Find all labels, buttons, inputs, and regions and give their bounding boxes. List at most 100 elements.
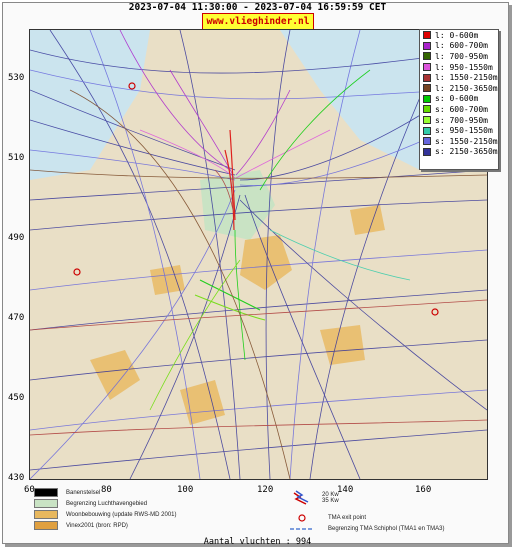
legend-entry: l: 0-600m (420, 30, 498, 41)
map-key-airport-area: Begrenzing Luchthavengebied (34, 499, 147, 508)
y-tick-label: 490 (8, 233, 25, 243)
map-key-tma-boundary: Begrenzing TMA Schiphol (TMA1 en TMA3) (290, 526, 445, 532)
legend-swatch (423, 84, 431, 93)
legend-label: s: 2150-3650m (435, 147, 498, 157)
flight-track (214, 169, 234, 211)
flight-track (69, 89, 291, 479)
map-key-label: Woonbebouwing (update RWS-MD 2001) (66, 511, 177, 518)
flight-track (30, 389, 487, 431)
legend-swatch (423, 116, 431, 125)
map-key-label: TMA exit point (328, 515, 367, 521)
tma-exit-point (73, 268, 81, 276)
flight-track (169, 69, 234, 176)
flight-track (259, 69, 371, 191)
legend-entry: s: 950-1550m (420, 125, 498, 136)
legend-swatch (423, 52, 431, 61)
legend-entry: l: 950-1550m (420, 62, 498, 73)
x-tick-label: 120 (257, 485, 274, 495)
tma-boundary-icon (290, 528, 314, 530)
x-tick-label: 80 (101, 485, 112, 495)
y-tick-label: 530 (8, 73, 25, 83)
vinex-swatch (34, 521, 58, 530)
map-key-runway: Banenstelsel (34, 488, 100, 497)
flight-track (224, 149, 235, 231)
legend-swatch (423, 41, 431, 50)
map-key-housing: Woonbebouwing (update RWS-MD 2001) (34, 510, 177, 519)
legend-swatch (423, 63, 431, 72)
wind-20-label: 20 Kw (322, 492, 339, 498)
x-tick-label: 60 (24, 485, 35, 495)
y-tick-label: 510 (8, 153, 25, 163)
legend-entry: l: 1550-2150m (420, 72, 498, 83)
urban-area (240, 235, 292, 290)
flight-track (199, 279, 261, 311)
y-tick-label: 450 (8, 393, 25, 403)
legend-swatch (423, 73, 431, 82)
tma-exit-point (431, 308, 439, 316)
y-tick-label: 430 (8, 473, 25, 483)
legend-entry: s: 0-600m (420, 94, 498, 105)
legend-entry: l: 600-700m (420, 41, 498, 52)
flight-track (30, 289, 487, 331)
flight-track (289, 30, 361, 479)
flight-track (229, 129, 236, 221)
tma-exit-point (128, 82, 136, 90)
flight-track (129, 194, 241, 479)
flight-track (30, 149, 236, 181)
wind-icon (293, 490, 309, 505)
legend-label: l: 700-950m (435, 51, 488, 61)
legend-label: s: 700-950m (435, 115, 488, 125)
flight-count: Aantal vluchten : 994 (203, 537, 312, 547)
map-key-tma-exit: TMA exit point (296, 513, 366, 523)
time-range-title: 2023-07-04 11:30:00 - 2023-07-04 16:59:5… (128, 2, 387, 13)
flight-track (269, 229, 411, 281)
map-key-label: Begrenzing Luchthavengebied (66, 500, 148, 507)
flight-track (30, 429, 487, 471)
legend-swatch (423, 105, 431, 114)
legend-label: l: 600-700m (435, 41, 488, 51)
legend-entry: s: 1550-2150m (420, 136, 498, 147)
legend-label: s: 950-1550m (435, 126, 493, 136)
legend-entry: l: 700-950m (420, 51, 498, 62)
legend-entry: s: 2150-3650m (420, 147, 498, 158)
flight-track (89, 30, 201, 479)
flight-track (49, 30, 231, 479)
legend-swatch (423, 94, 431, 103)
legend-label: s: 1550-2150m (435, 136, 498, 146)
flight-track (30, 199, 487, 231)
flight-track (119, 30, 231, 171)
map-key: Banenstelsel Begrenzing Luchthavengebied… (34, 488, 494, 536)
urban-area (350, 205, 385, 235)
legend-swatch (423, 137, 431, 146)
flight-track (244, 194, 361, 479)
legend-label: s: 0-600m (435, 94, 479, 104)
flight-track (149, 259, 241, 411)
map-key-vinex: Vinex2001 (bron: RPD) (34, 521, 128, 530)
x-tick-label: 140 (337, 485, 354, 495)
flight-track (235, 89, 291, 176)
flight-track (30, 419, 487, 436)
flight-track (265, 30, 291, 479)
legend-label: l: 0-600m (435, 30, 479, 40)
map-key-label: Begrenzing TMA Schiphol (TMA1 en TMA3) (328, 526, 445, 532)
legend-swatch (423, 31, 431, 40)
x-tick-label: 160 (415, 485, 432, 495)
map-key-wind: 20 Kw 35 Kw (292, 490, 339, 506)
flight-track (179, 30, 241, 479)
flight-track (30, 299, 487, 331)
map-key-label: Vinex2001 (bron: RPD) (66, 522, 128, 529)
wind-35-label: 35 Kw (322, 498, 339, 504)
legend-label: l: 950-1550m (435, 62, 493, 72)
map-key-label: Banenstelsel (66, 489, 101, 496)
urban-area (320, 325, 365, 365)
flight-track (30, 339, 487, 381)
runway-swatch (34, 488, 58, 497)
legend-entry: l: 2150-3650m (420, 83, 498, 94)
flight-track (235, 129, 331, 179)
urban-area (180, 380, 225, 425)
legend-label: l: 2150-3650m (435, 83, 498, 93)
flight-track (30, 169, 487, 179)
y-tick-label: 470 (8, 313, 25, 323)
flight-track (30, 119, 236, 176)
urban-area (90, 350, 140, 400)
